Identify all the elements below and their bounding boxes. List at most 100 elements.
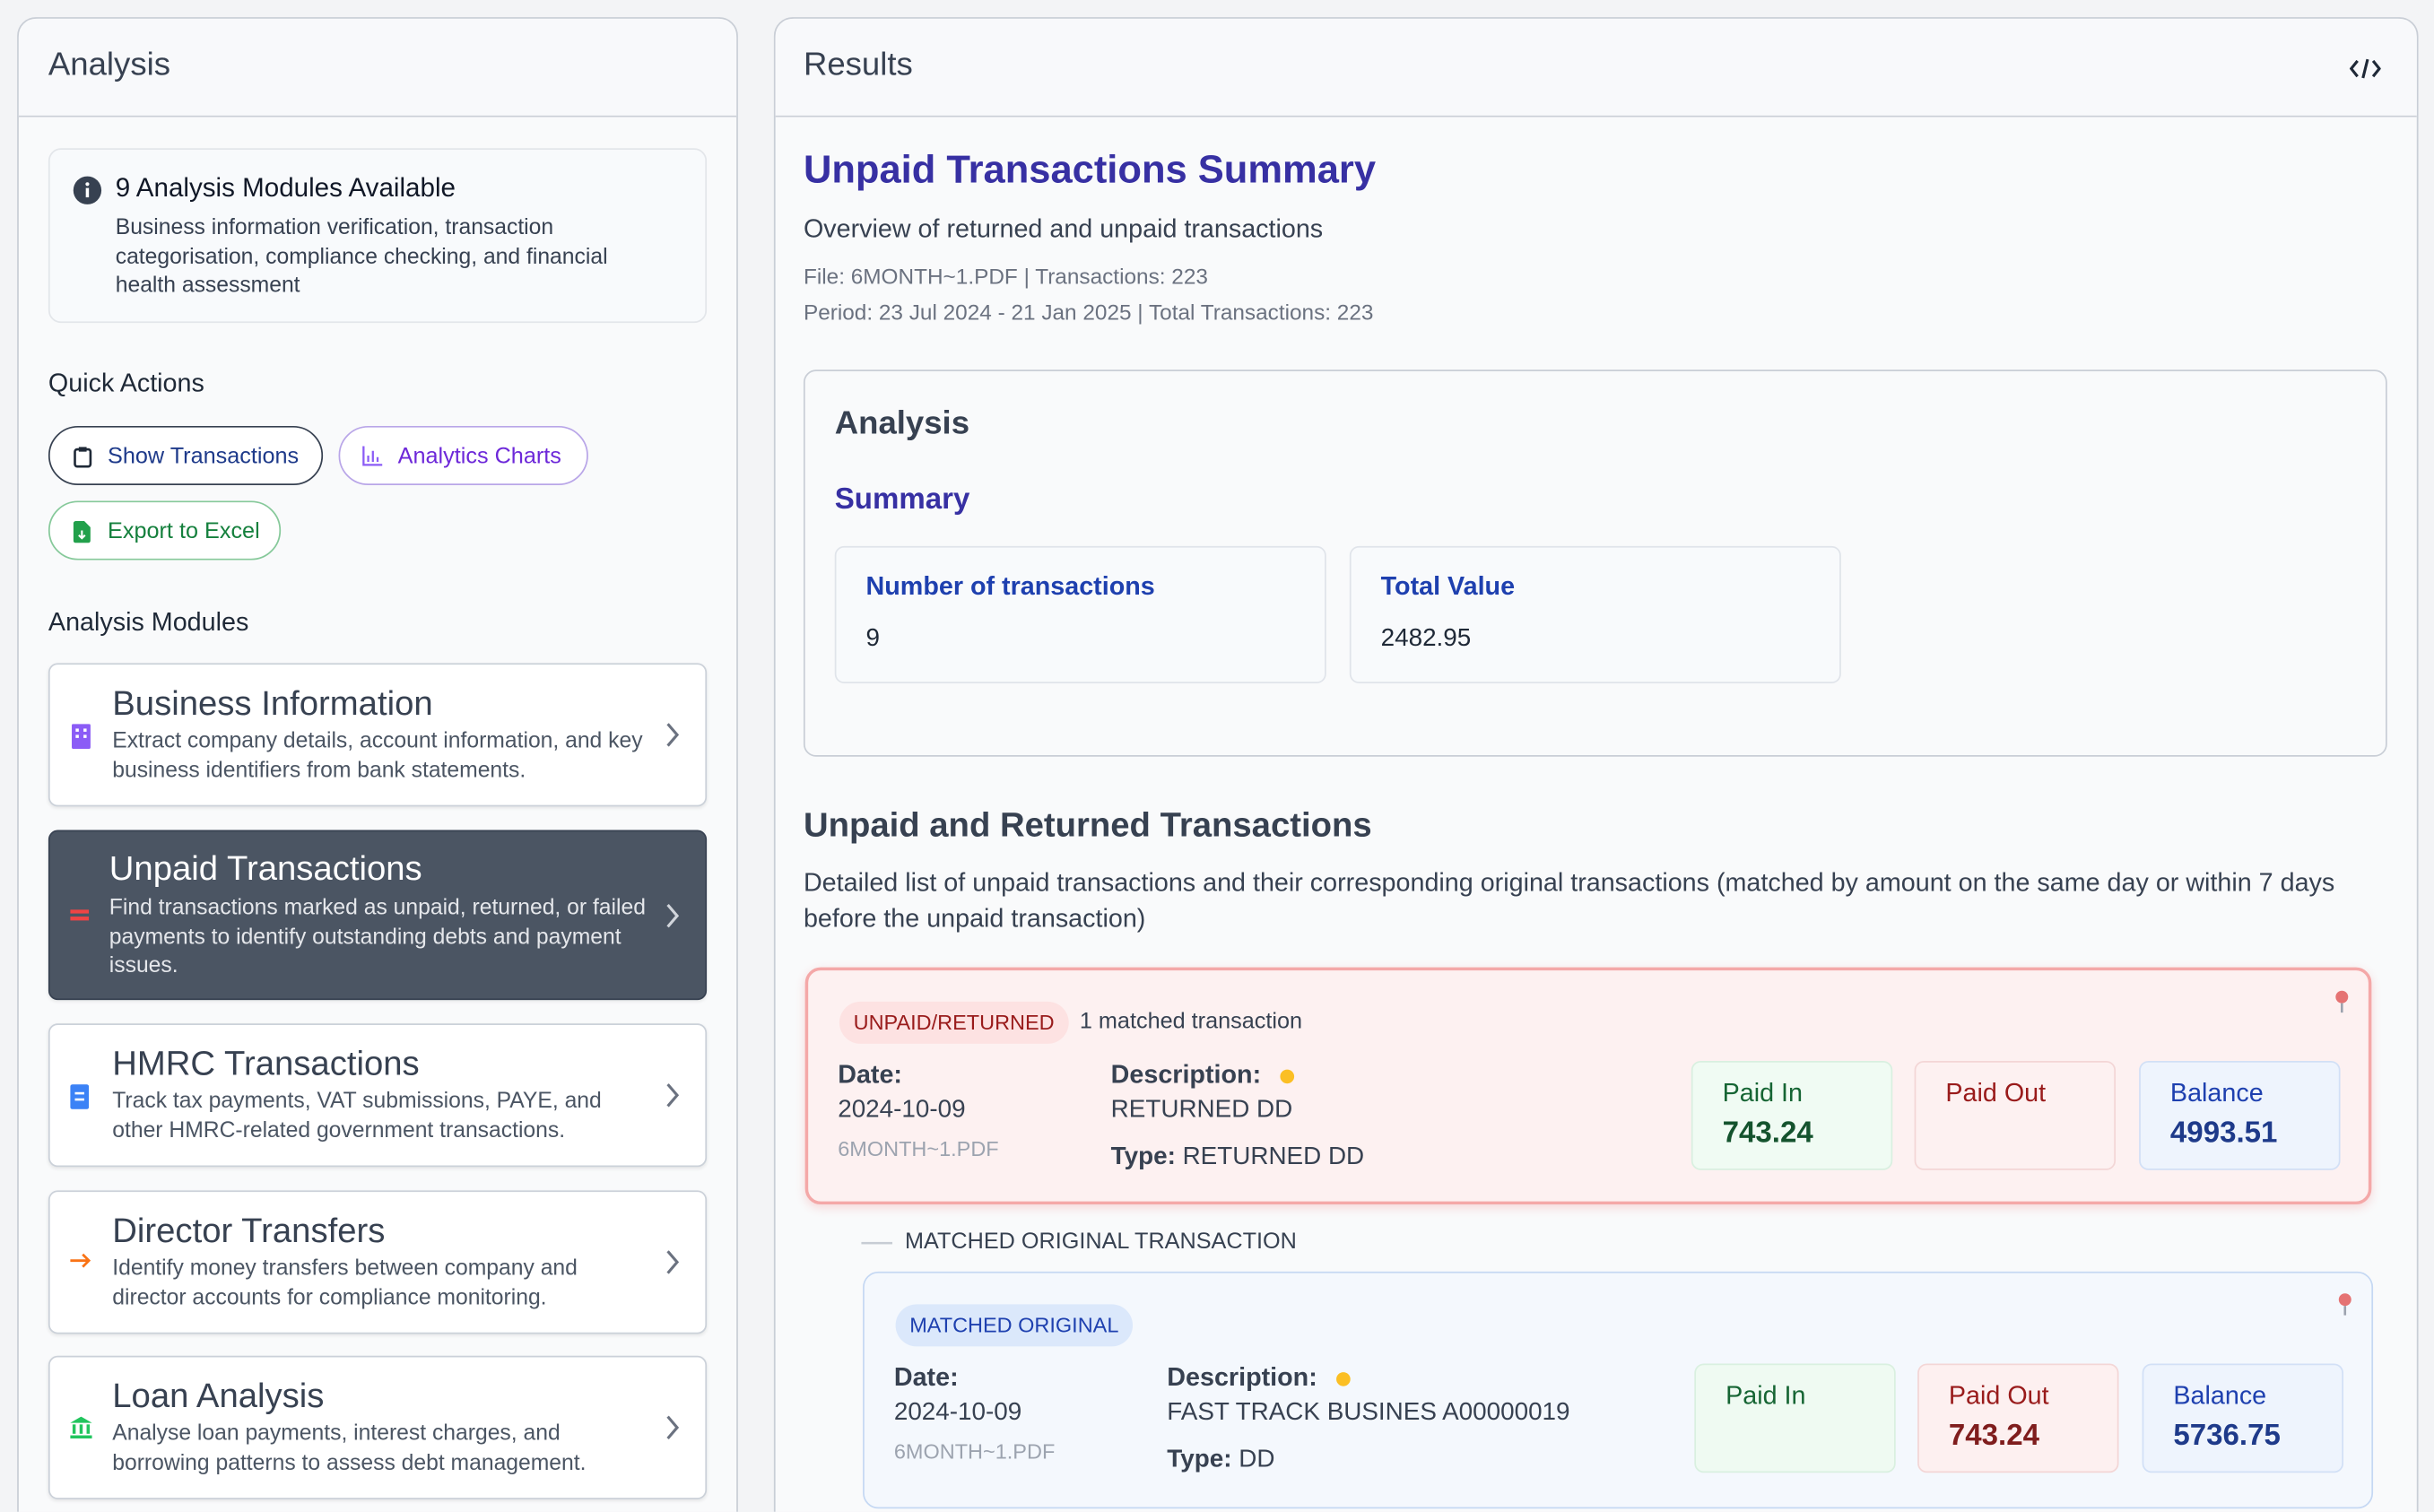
- panel-header: Analysis: [18, 18, 737, 117]
- description-value: RETURNED DD: [1110, 1097, 1293, 1124]
- module-card[interactable]: Loan Analysis Analyse loan payments, int…: [48, 1355, 708, 1499]
- matched-transaction-card: MATCHED ORIGINAL Date: 2024-10-09 6MONTH…: [863, 1271, 2374, 1509]
- description-value: FAST TRACK BUSINES A00000019: [1167, 1399, 1570, 1427]
- results-panel: Results Unpaid Transactions Summary Over…: [773, 17, 2419, 1512]
- balance-box: Balance 4993.51: [2139, 1060, 2341, 1170]
- date-label: Date:: [838, 1060, 903, 1090]
- stat-box: Total Value 2482.95: [1349, 545, 1841, 683]
- button-label: Export to Excel: [108, 519, 260, 545]
- matched-divider: MATCHED ORIGINAL TRANSACTION: [905, 1229, 1297, 1255]
- section-title: Analysis Modules: [48, 608, 249, 637]
- pin-icon: [2335, 990, 2349, 1013]
- paid-in-box: Paid In 743.24: [1691, 1060, 1893, 1170]
- type-line: Type: RETURNED DD: [1111, 1143, 1365, 1171]
- balance-box: Balance 5736.75: [2142, 1363, 2344, 1473]
- paid-in-label: Paid In: [1722, 1079, 1804, 1108]
- divider-line: [861, 1241, 893, 1245]
- summary-title: Unpaid Transactions Summary: [803, 148, 1377, 192]
- info-box: 9 Analysis Modules Available Business in…: [48, 148, 708, 324]
- button-label: Show Transactions: [108, 444, 300, 470]
- balance-value: 4993.51: [2169, 1117, 2278, 1151]
- module-description: Track tax payments, VAT submissions, PAY…: [112, 1089, 602, 1143]
- balance-label: Balance: [2173, 1382, 2267, 1411]
- money-icon: [70, 909, 90, 921]
- chevron: [666, 1250, 680, 1274]
- module-description: Find transactions marked as unpaid, retu…: [109, 895, 646, 978]
- description-label: Description:: [1167, 1363, 1317, 1392]
- module-title: Director Transfers: [112, 1211, 386, 1250]
- balance-label: Balance: [2169, 1079, 2264, 1108]
- stat-label: Total Value: [1380, 572, 1516, 601]
- paid-in-box: Paid In: [1694, 1363, 1896, 1473]
- type-label: Type:: [1167, 1446, 1232, 1473]
- module-title: Loan Analysis: [112, 1376, 325, 1415]
- module-title: Unpaid Transactions: [109, 848, 422, 888]
- type-label: Type:: [1110, 1143, 1176, 1170]
- card-title: Analysis: [834, 405, 970, 442]
- section-description: Detailed list of unpaid transactions and…: [803, 869, 2335, 934]
- type-value: RETURNED DD: [1182, 1143, 1365, 1170]
- file-icon: [73, 521, 91, 543]
- paid-out-label: Paid Out: [1948, 1382, 2049, 1411]
- info-title: 9 Analysis Modules Available: [115, 173, 456, 204]
- analysis-panel: Analysis 9 Analysis Modules Available Bu…: [17, 17, 738, 1512]
- chevron: [666, 904, 680, 928]
- status-badge: UNPAID/RETURNED: [839, 1001, 1069, 1044]
- status-dot: [1280, 1069, 1295, 1084]
- button-label: Analytics Charts: [397, 444, 561, 470]
- file-info: File: 6MONTH~1.PDF | Transactions: 223: [803, 264, 1208, 289]
- stat-label: Number of transactions: [865, 572, 1155, 601]
- module-title: Business Information: [112, 682, 433, 723]
- status-badge: MATCHED ORIGINAL: [895, 1304, 1134, 1347]
- export-excel-button[interactable]: Export to Excel: [48, 500, 282, 560]
- file-name: 6MONTH~1.PDF: [893, 1439, 1056, 1464]
- chart-icon: [362, 446, 383, 466]
- card-subtitle: Summary: [834, 483, 970, 517]
- module-card-selected[interactable]: Unpaid Transactions Find transactions ma…: [48, 830, 708, 1001]
- clipboard-icon: [74, 447, 92, 468]
- type-value: DD: [1239, 1446, 1275, 1473]
- stat-value: 2482.95: [1380, 625, 1472, 653]
- date-label: Date:: [893, 1363, 959, 1392]
- stat-box: Number of transactions 9: [834, 545, 1326, 683]
- panel-title: Results: [803, 47, 913, 83]
- paid-in-value: 743.24: [1722, 1117, 1813, 1151]
- match-note: 1 matched transaction: [1079, 1009, 1303, 1035]
- date-value: 2024-10-09: [838, 1097, 966, 1124]
- type-line: Type: DD: [1167, 1447, 1274, 1474]
- paid-out-value: 743.24: [1948, 1420, 2040, 1453]
- module-description: Analyse loan payments, interest charges,…: [112, 1421, 587, 1475]
- module-card[interactable]: Business Information Extract company det…: [48, 663, 708, 807]
- arrow-icon: [70, 1253, 91, 1268]
- stat-value: 9: [865, 625, 881, 653]
- module-description: Extract company details, account informa…: [112, 728, 643, 783]
- section-title: Unpaid and Returned Transactions: [803, 804, 1372, 845]
- info-icon: [73, 176, 102, 204]
- chevron: [666, 1415, 680, 1440]
- summary-subtitle: Overview of returned and unpaid transact…: [803, 215, 1324, 244]
- chevron: [666, 1083, 680, 1108]
- module-card[interactable]: Director Transfers Identify money transf…: [48, 1190, 708, 1334]
- panel-title: Analysis: [48, 47, 170, 83]
- info-text: Business information verification, trans…: [115, 215, 608, 299]
- show-transactions-button[interactable]: Show Transactions: [48, 425, 324, 486]
- module-description: Identify money transfers between company…: [112, 1256, 578, 1310]
- building-icon: [72, 724, 91, 750]
- description-label: Description:: [1110, 1060, 1262, 1090]
- paid-out-box: Paid Out: [1914, 1060, 2117, 1170]
- section-title: Quick Actions: [48, 369, 204, 398]
- document-icon: [70, 1084, 90, 1109]
- period-info: Period: 23 Jul 2024 - 21 Jan 2025 | Tota…: [803, 300, 1374, 325]
- module-card[interactable]: HMRC Transactions Track tax payments, VA…: [48, 1023, 708, 1168]
- file-name: 6MONTH~1.PDF: [838, 1137, 999, 1161]
- date-value: 2024-10-09: [893, 1399, 1022, 1427]
- status-dot: [1336, 1372, 1351, 1386]
- analysis-card: Analysis Summary Number of transactions …: [803, 369, 2387, 757]
- analytics-charts-button[interactable]: Analytics Charts: [338, 425, 588, 486]
- balance-value: 5736.75: [2173, 1420, 2281, 1453]
- chevron: [666, 723, 680, 747]
- code-toggle[interactable]: [2349, 56, 2381, 82]
